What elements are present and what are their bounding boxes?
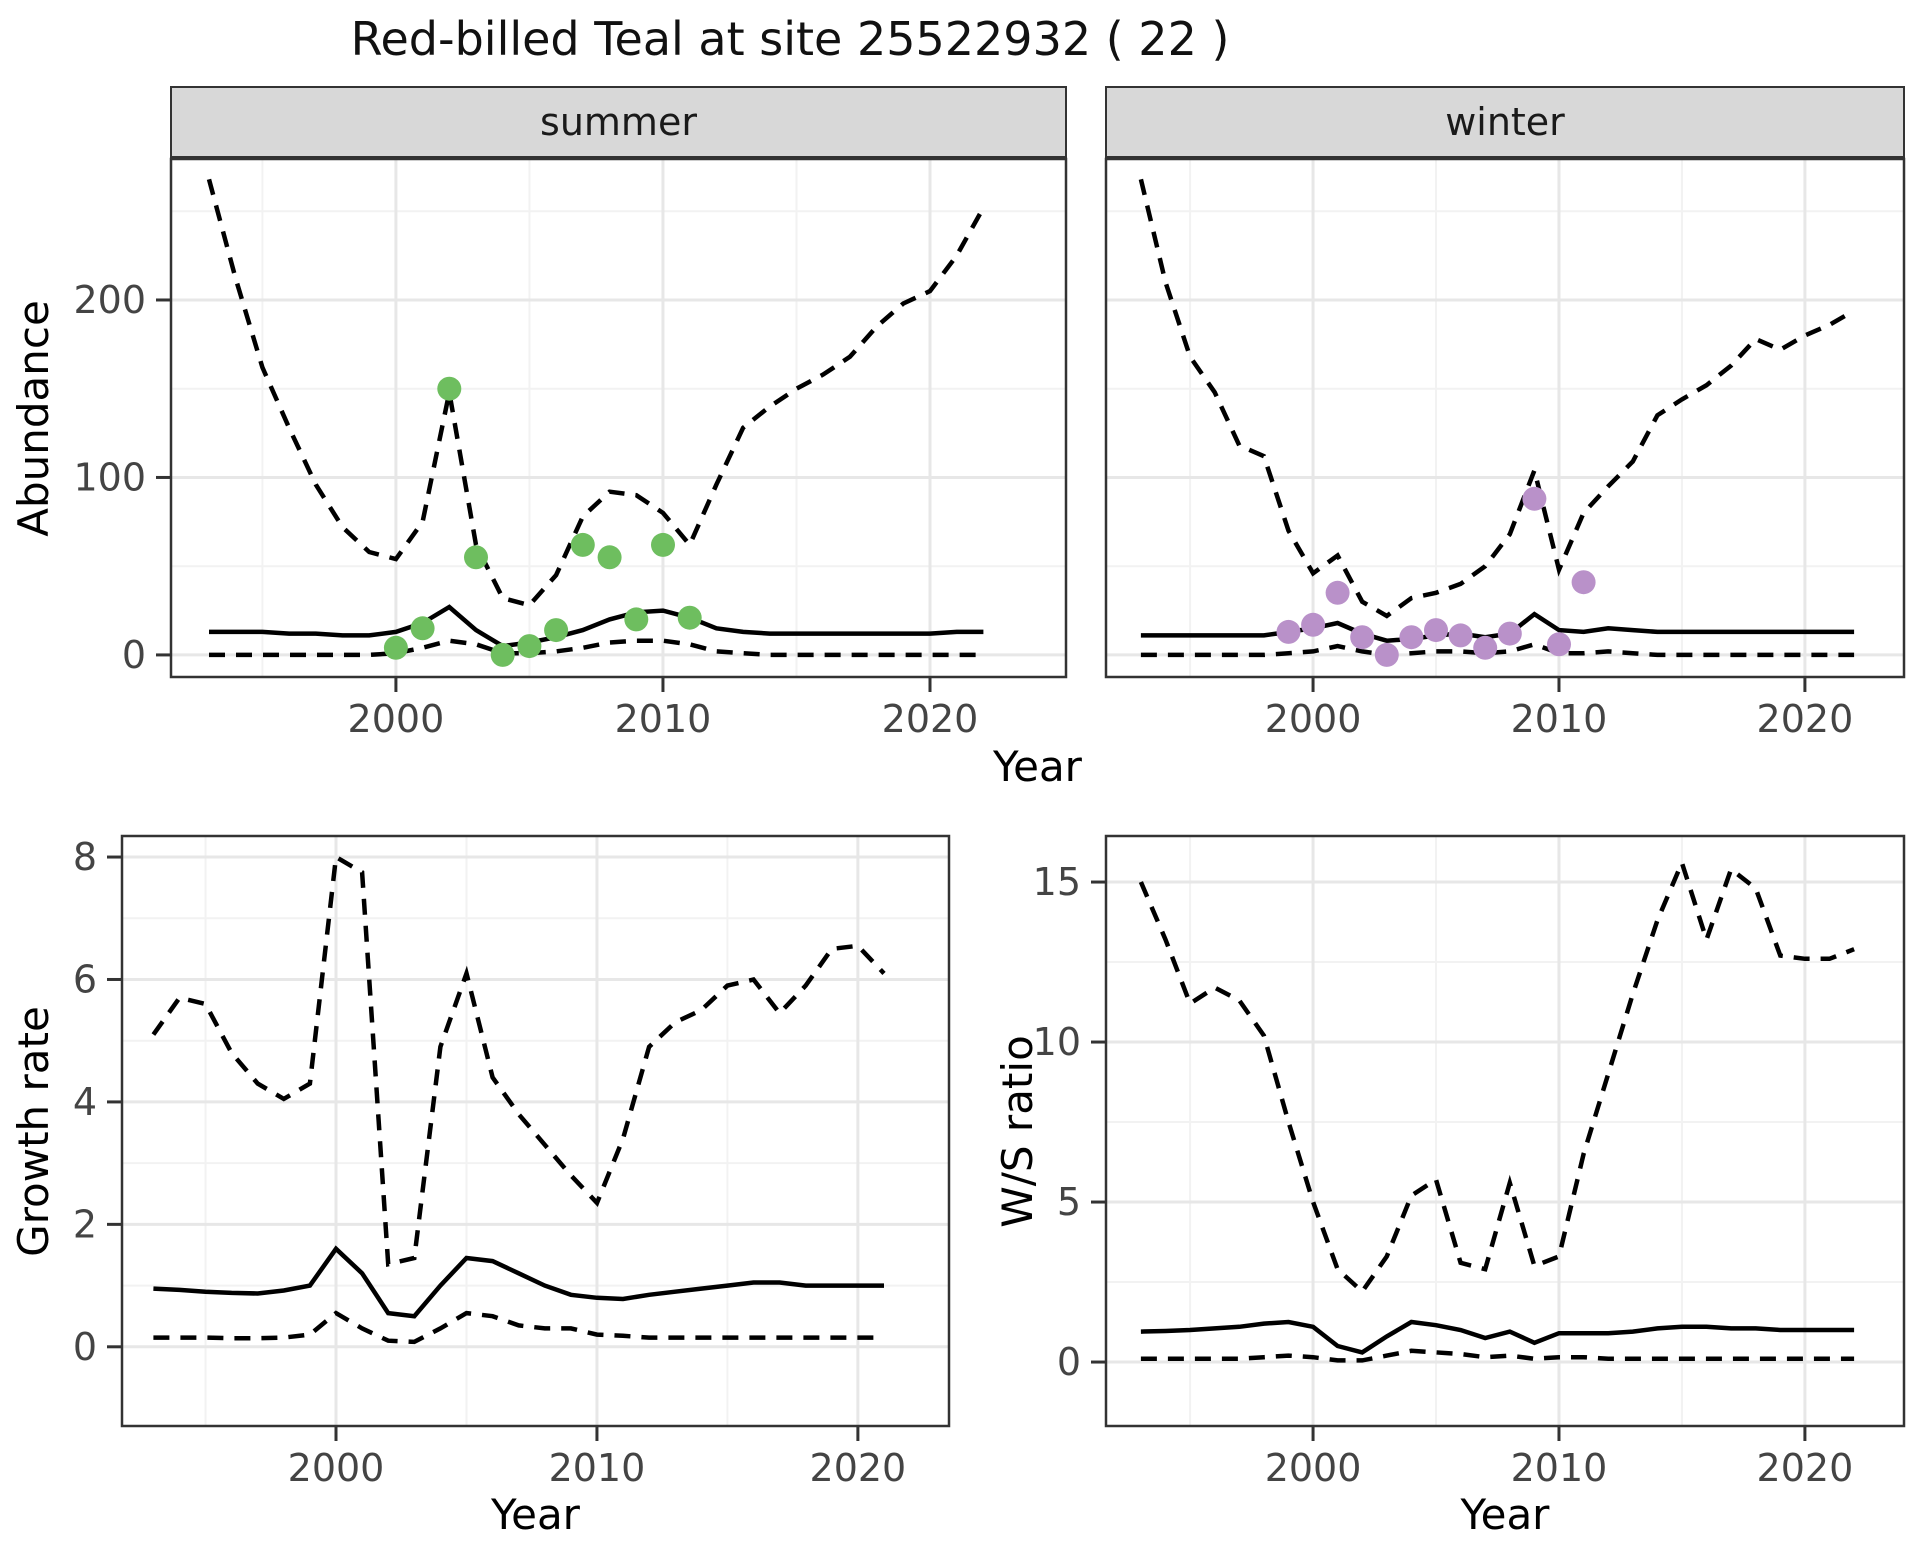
- x-tick-label: 2010: [615, 697, 712, 741]
- x-tick-label: 2020: [810, 1446, 907, 1490]
- series-lower_95ci: [209, 638, 984, 658]
- panel-border: [120, 834, 951, 1428]
- point-observed-counts-summer: [544, 618, 569, 643]
- facet-strip-winter-label: winter: [1445, 100, 1565, 144]
- point-observed-counts-winter: [1424, 618, 1448, 643]
- x-tick-label: 2010: [1511, 697, 1608, 741]
- point-observed-counts-summer: [464, 545, 488, 570]
- point-observed-counts-winter: [1374, 642, 1399, 667]
- point-observed-counts-winter: [1522, 486, 1547, 511]
- plot-title: Red-billed Teal at site 25522932 ( 22 ): [350, 12, 1230, 66]
- point-observed-counts-summer: [517, 634, 542, 659]
- y-tick-label: 15: [1033, 860, 1081, 904]
- y-tick-label: 0: [122, 633, 146, 677]
- abundance-axis-title-box: Abundance: [0, 158, 66, 678]
- point-observed-counts-summer: [383, 635, 408, 660]
- year-axis-title-growth: Year: [491, 1490, 580, 1539]
- x-tick-label: 2000: [1265, 1446, 1362, 1490]
- point-observed-counts-winter: [1399, 625, 1424, 650]
- point-observed-counts-winter: [1276, 619, 1301, 644]
- point-observed-counts-summer: [437, 376, 462, 401]
- x-tick-label: 2020: [1757, 1446, 1854, 1490]
- summer-abundance-chart: 2000 2010 2020 0 100 200: [73, 157, 1068, 741]
- point-observed-counts-winter: [1547, 632, 1571, 657]
- growth-axis-title-box: Growth rate: [0, 835, 66, 1427]
- point-observed-counts-summer: [651, 532, 675, 557]
- point-observed-counts-winter: [1448, 623, 1473, 648]
- y-tick-label: 100: [73, 455, 146, 499]
- y-tick-label: 4: [73, 1080, 97, 1124]
- x-tick-label: 2000: [1265, 697, 1362, 741]
- series-upper_95ci: [206, 178, 986, 608]
- x-tick-label: 2020: [882, 697, 979, 741]
- series-lower_95ci: [1140, 1348, 1855, 1363]
- ws-axis-title-box: W/S ratio: [984, 835, 1050, 1427]
- series-lower_95ci: [1140, 641, 1855, 658]
- ws-ratio-chart: 2000 2010 2020 0 5 10 15: [1033, 834, 1906, 1490]
- series-upper_95ci: [1138, 178, 1856, 619]
- point-observed-counts-summer: [490, 642, 515, 667]
- facet-strip-winter: winter: [1105, 86, 1905, 158]
- x-tick-label: 2000: [288, 1446, 385, 1490]
- series-median: [1140, 611, 1855, 643]
- point-observed-counts-summer: [624, 607, 649, 632]
- point-observed-counts-summer: [570, 532, 595, 557]
- panel-border: [1104, 834, 1906, 1428]
- point-observed-counts-winter: [1571, 570, 1596, 595]
- x-tick-label: 2010: [549, 1446, 646, 1490]
- y-tick-label: 200: [73, 278, 146, 322]
- point-observed-counts-winter: [1325, 580, 1350, 605]
- abundance-axis-title: Abundance: [8, 299, 58, 537]
- y-tick-label: 2: [73, 1202, 97, 1246]
- series-median: [153, 1245, 884, 1319]
- point-observed-counts-winter: [1350, 625, 1375, 650]
- point-observed-counts-winter: [1473, 635, 1498, 660]
- point-observed-counts-winter: [1497, 621, 1522, 646]
- facet-strip-summer-label: summer: [540, 100, 697, 144]
- year-axis-title-ws: Year: [1460, 1490, 1550, 1539]
- point-observed-counts-summer: [597, 545, 622, 570]
- y-tick-label: 0: [1057, 1340, 1081, 1384]
- point-observed-counts-summer: [410, 616, 435, 641]
- x-tick-label: 2010: [1511, 1446, 1608, 1490]
- series-lower_95ci: [153, 1310, 884, 1345]
- facet-strip-summer: summer: [170, 86, 1067, 158]
- year-axis-title-top: Year: [993, 742, 1082, 791]
- winter-abundance-chart: 2000 2010 2020: [1104, 157, 1906, 741]
- growth-rate-chart: 2000 2010 2020 0 2 4 6 8: [73, 834, 951, 1490]
- series-median: [209, 604, 984, 649]
- panel-border: [1104, 157, 1906, 679]
- y-tick-label: 6: [73, 957, 97, 1001]
- ws-axis-title: W/S ratio: [992, 1034, 1042, 1228]
- growth-axis-title: Growth rate: [8, 1005, 58, 1257]
- series-median: [1140, 1319, 1855, 1355]
- series-upper_95ci: [1138, 856, 1855, 1295]
- x-tick-label: 2000: [348, 697, 445, 741]
- point-observed-counts-summer: [677, 605, 702, 630]
- y-tick-label: 8: [73, 835, 97, 879]
- x-tick-label: 2020: [1757, 697, 1854, 741]
- y-tick-label: 0: [73, 1325, 97, 1369]
- point-observed-counts-winter: [1301, 612, 1326, 637]
- panel-border: [169, 157, 1068, 679]
- y-tick-label: 5: [1057, 1180, 1081, 1224]
- y-tick-label: 10: [1033, 1020, 1081, 1064]
